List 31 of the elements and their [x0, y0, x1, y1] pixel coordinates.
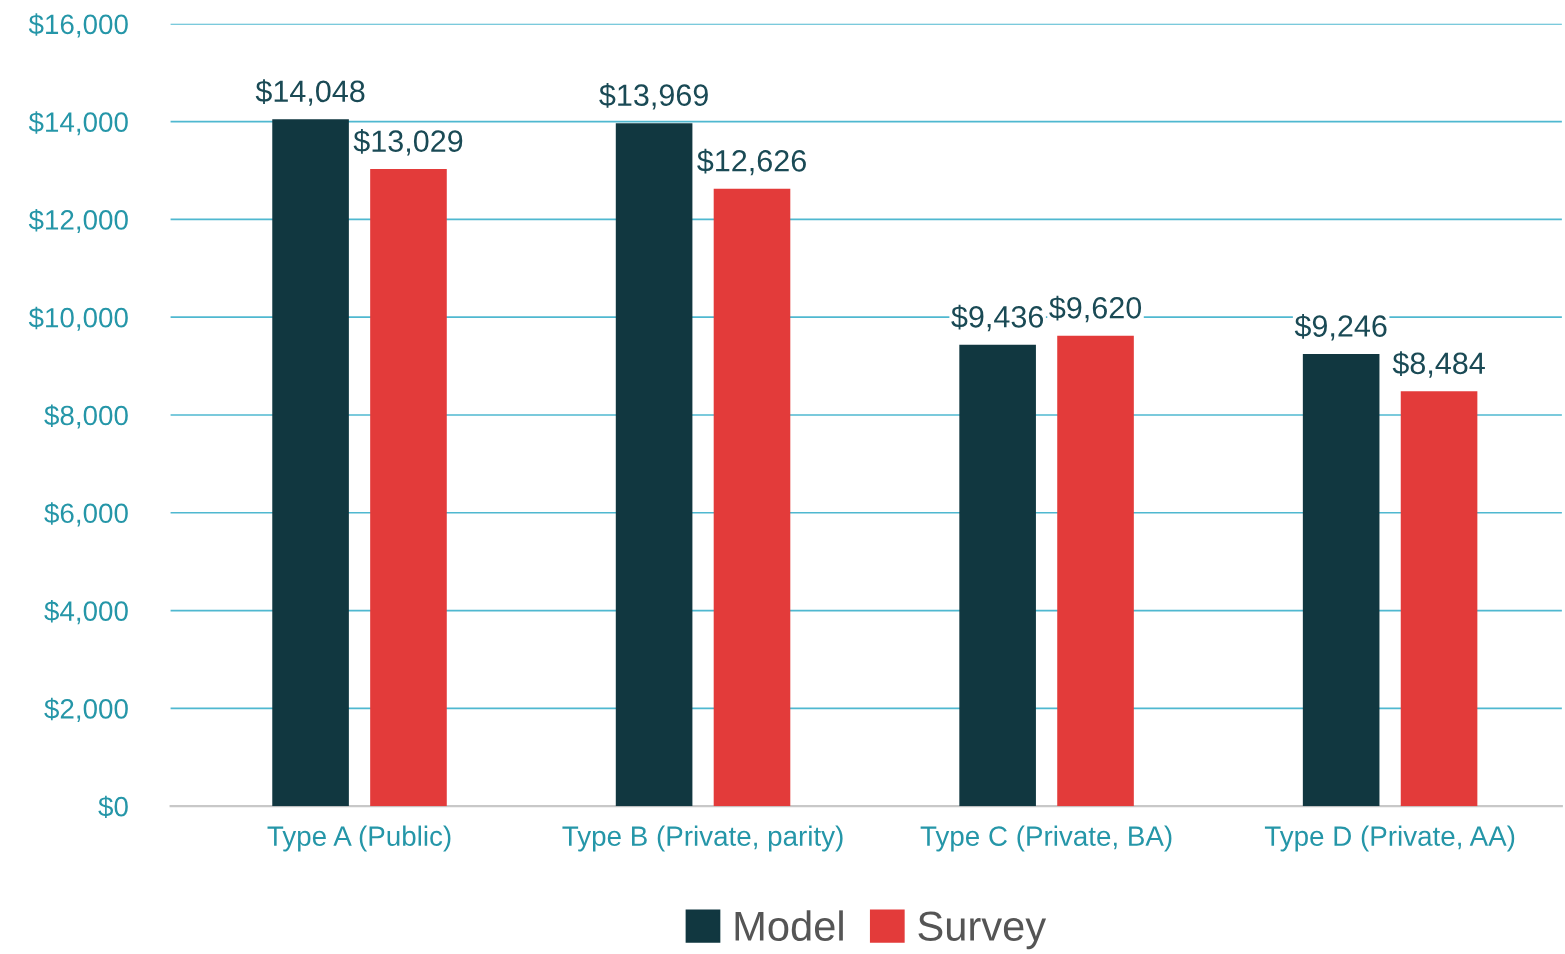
data-label: $9,620: [1049, 295, 1142, 323]
x-tick-label: Type B (Private, parity): [562, 825, 843, 852]
y-tick-label: $2,000: [44, 697, 128, 722]
data-label: $14,048: [255, 79, 365, 106]
legend-label: Model: [735, 910, 843, 941]
y-tick-label: $16,000: [28, 13, 128, 38]
bar: [1400, 391, 1478, 807]
bar: [1302, 354, 1380, 807]
bar: [272, 119, 349, 807]
y-tick-label: $6,000: [44, 502, 128, 527]
bar: [713, 188, 791, 807]
data-label: $9,436: [951, 304, 1044, 332]
x-tick-label: Type A (Public): [267, 825, 451, 852]
y-tick-label: $10,000: [28, 306, 128, 331]
y-tick-label: $0: [98, 795, 128, 819]
x-tick-label: Type C (Private, BA): [920, 825, 1172, 852]
y-tick-label: $4,000: [44, 600, 128, 625]
bar: [1057, 335, 1134, 807]
y-tick-label: $12,000: [28, 208, 128, 234]
data-label: $8,484: [1392, 351, 1485, 378]
data-label: $13,969: [599, 83, 708, 110]
bar: [370, 169, 447, 807]
data-label: $12,626: [697, 148, 806, 176]
data-label: $13,029: [353, 129, 463, 156]
y-tick-label: $8,000: [44, 404, 128, 429]
x-tick-label: Type D (Private, AA): [1264, 825, 1515, 852]
bar: [959, 344, 1036, 807]
bar: [615, 123, 693, 807]
data-label: $9,246: [1294, 314, 1387, 341]
y-tick-label: $14,000: [28, 111, 128, 136]
legend-label: Survey: [918, 911, 1047, 950]
